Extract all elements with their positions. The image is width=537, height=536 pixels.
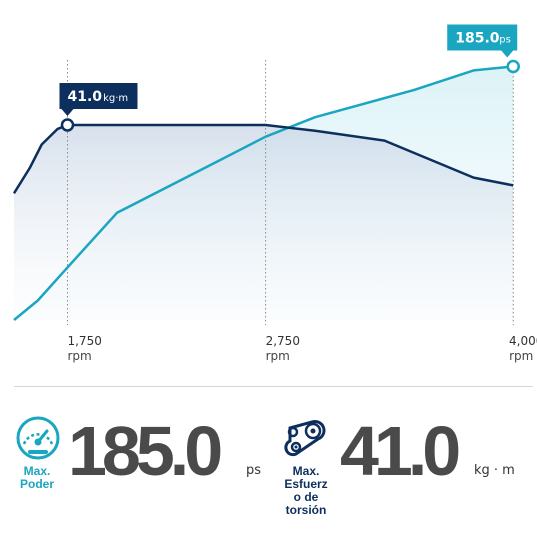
power-peak-marker	[506, 59, 520, 74]
max-torque-label: Max. Esfuerz o de torsión	[284, 464, 328, 517]
x-tick-unit-1: rpm	[266, 349, 290, 363]
power-callout-box	[447, 24, 518, 58]
power-line	[13, 65, 514, 321]
x-tick-label-2: 4,000	[509, 334, 537, 348]
torque-peak-marker	[60, 118, 75, 132]
max-power-value: 185.0	[68, 412, 223, 490]
speedometer-icon	[16, 416, 60, 460]
x-tick-label-1: 2,750	[266, 334, 300, 348]
torque-area	[14, 125, 514, 320]
max-torque-value: 41.0	[340, 412, 461, 490]
x-tick-unit-0: rpm	[67, 349, 91, 363]
power-peak-callout: 185.0 ps	[447, 24, 518, 58]
chart-divider	[14, 386, 533, 387]
power-peak-unit: ps	[499, 35, 511, 46]
max-power-label: Max. Poder	[19, 464, 54, 491]
x-tick-unit-2: rpm	[509, 349, 533, 363]
torque-peak-callout: 41.0 kg·m	[59, 83, 138, 116]
torque-peak-label: 41.0	[67, 89, 102, 105]
torque-callout-box	[59, 83, 138, 116]
x-tick-label-0: 1,750	[67, 334, 101, 348]
max-torque-unit: kg · m	[474, 463, 515, 478]
power-peak-label: 185.0	[455, 31, 500, 47]
torque-peak-unit: kg·m	[103, 93, 128, 104]
max-power-unit: ps	[246, 463, 262, 478]
engine-belt-icon	[284, 420, 326, 457]
torque-line	[12, 123, 514, 194]
